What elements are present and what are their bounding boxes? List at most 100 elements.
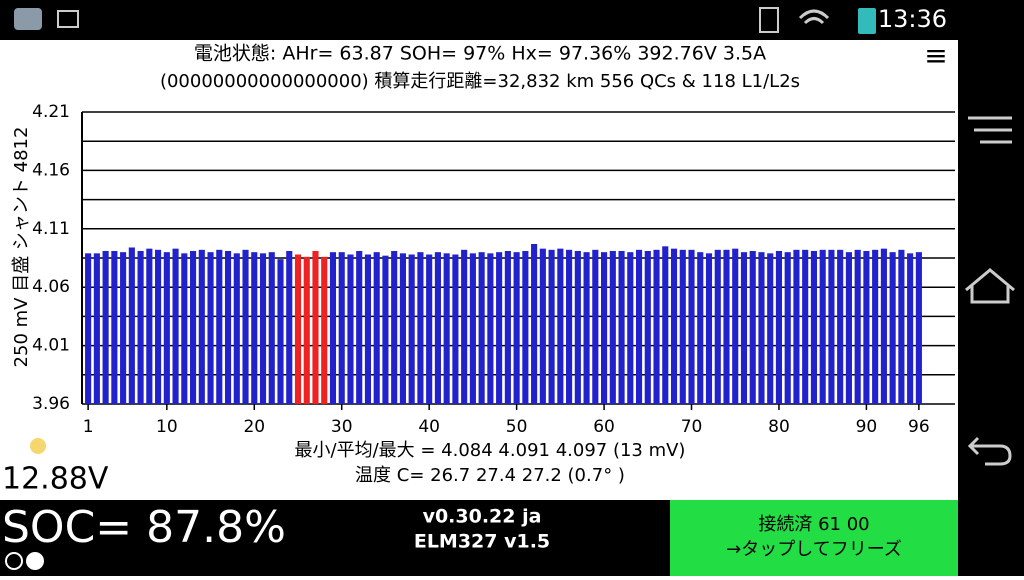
bar [294, 254, 302, 404]
bar [635, 249, 643, 404]
bar [303, 256, 310, 404]
bar [207, 252, 214, 404]
bar [583, 252, 590, 404]
bar [574, 250, 581, 404]
bar [880, 248, 887, 404]
bar [338, 252, 345, 404]
bar [828, 249, 835, 404]
bar [784, 252, 791, 404]
y-tick-label: 4.21 [32, 102, 70, 122]
x-tick-label: 1 [83, 417, 94, 437]
home-button[interactable] [965, 268, 1015, 304]
bar [286, 250, 293, 404]
x-tick-label: 30 [331, 417, 353, 437]
bar [644, 250, 651, 404]
bar [845, 252, 852, 404]
bulb-icon [30, 438, 46, 454]
menu-button[interactable]: ≡ [924, 39, 947, 72]
bar [504, 250, 511, 404]
wifi-icon [798, 9, 830, 25]
nav-icons [965, 116, 1015, 466]
bar [268, 252, 275, 404]
bar [364, 254, 372, 404]
y-tick-label: 4.11 [32, 219, 70, 239]
bar [732, 248, 739, 404]
y-axis-label: 250 mV 目盛 シャント 4812 [11, 127, 32, 368]
page-dot [5, 552, 23, 570]
y-tick-label: 4.16 [32, 160, 70, 180]
temps: 温度 C= 26.7 27.4 27.2 (0.7° ) [355, 465, 625, 486]
page-dot [26, 552, 44, 570]
x-tick-label: 10 [156, 417, 178, 437]
bar [601, 252, 608, 404]
header-line2: (00000000000000000) 積算走行距離=32,832 km 556… [160, 71, 800, 92]
bar [819, 249, 826, 404]
bar [679, 249, 686, 404]
plot: 3.96 4.01 4.06 4.11 4.16 4.21 1 10 20 30 40 50 60 70 8… [32, 102, 955, 437]
bar [321, 256, 328, 404]
y-tick-label: 3.96 [32, 394, 70, 414]
bar [697, 252, 704, 404]
bar [531, 243, 538, 404]
bar [434, 252, 441, 404]
x-tick-label: 90 [856, 417, 878, 437]
bar [837, 249, 844, 404]
bar [216, 249, 223, 404]
soc: SOC= 87.8% [2, 502, 286, 553]
freeze-button[interactable] [670, 500, 958, 576]
bar [224, 250, 232, 404]
bar [705, 253, 713, 404]
bar [907, 253, 914, 404]
x-tick-label: 80 [768, 417, 790, 437]
back-button[interactable] [967, 436, 1012, 466]
app-icon [14, 8, 42, 30]
adapter: ELM327 v1.5 [414, 531, 550, 553]
bar [758, 252, 765, 404]
bar [872, 249, 879, 404]
bar [898, 249, 905, 404]
bar [102, 250, 109, 404]
header-line1: 電池状態: AHr= 63.87 SOH= 97% Hx= 97.36% 392… [194, 43, 766, 65]
bar [443, 253, 450, 404]
bar [548, 249, 555, 404]
y-tick-label: 4.01 [32, 336, 70, 356]
bar [854, 249, 861, 404]
x-tick-label: 70 [681, 417, 703, 437]
x-tick-label: 40 [418, 417, 440, 437]
bar [251, 252, 258, 404]
freeze-action: →タップしてフリーズ [726, 539, 902, 560]
bar [146, 248, 153, 404]
signal-icon [759, 7, 779, 33]
bar [163, 252, 170, 404]
battery-icon [858, 8, 876, 34]
x-tick-label: 96 [908, 417, 930, 437]
y-tick-label: 4.06 [32, 277, 70, 297]
bar [487, 253, 494, 404]
aux-voltage: 12.88V [2, 462, 109, 497]
bar [93, 253, 100, 404]
bar [670, 248, 678, 404]
x-tick-label: 60 [593, 417, 615, 437]
bar [189, 250, 197, 404]
bar [356, 250, 363, 404]
bar [111, 250, 118, 404]
bar [329, 252, 337, 404]
bar [889, 252, 896, 404]
bar [128, 247, 135, 404]
bar [627, 252, 634, 404]
bar [810, 250, 818, 404]
bar [277, 259, 284, 404]
bar [767, 253, 774, 404]
bar [408, 254, 415, 404]
bar [513, 252, 520, 404]
bar [391, 250, 398, 404]
bar [863, 250, 870, 404]
bar [478, 252, 485, 404]
bar [399, 253, 406, 404]
recent-button[interactable] [968, 116, 1012, 144]
bar [723, 249, 730, 404]
bar [312, 250, 319, 404]
bar [155, 249, 162, 404]
